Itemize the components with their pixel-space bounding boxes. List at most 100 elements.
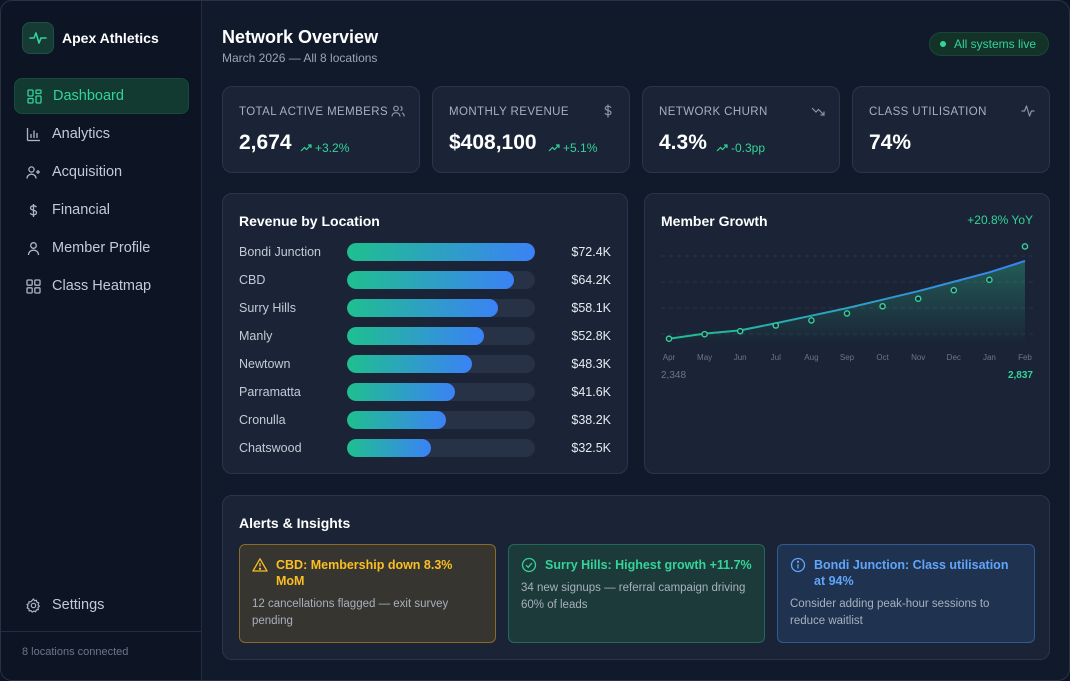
growth-point[interactable]: [772, 322, 780, 329]
sidebar-nav: Dashboard Analytics Acquisition Financia…: [14, 78, 189, 306]
revenue-bar-track: [347, 243, 535, 261]
x-tick-label: Dec: [947, 353, 961, 362]
alert-card-warning[interactable]: CBD: Membership down 8.3% MoM 12 cancell…: [239, 544, 496, 643]
revenue-row[interactable]: Chatswood $32.5K: [239, 438, 611, 458]
locations-connected-text: 8 locations connected: [22, 646, 129, 658]
user-plus-icon: [25, 164, 41, 180]
x-tick-label: Aug: [804, 353, 818, 362]
main-content: Network Overview March 2026 — All 8 loca…: [202, 1, 1069, 680]
member-growth-chart: Apr May Jun Jul Aug Sep Oct Nov Dec Jan Feb: [661, 243, 1035, 362]
sidebar-item-label: Dashboard: [53, 88, 124, 104]
alert-card-info[interactable]: Bondi Junction: Class utilisation at 94%…: [777, 544, 1035, 643]
x-tick-label: May: [697, 353, 712, 362]
revenue-bar-track: [347, 355, 535, 373]
panel-title: Member Growth: [661, 213, 768, 229]
bar-chart-icon: [25, 126, 41, 142]
growth-point[interactable]: [879, 302, 886, 310]
sidebar-item-financial[interactable]: Financial: [14, 192, 189, 228]
brand[interactable]: Apex Athletics: [22, 22, 159, 54]
revenue-value: $32.5K: [571, 441, 611, 455]
revenue-bar-track: [347, 271, 535, 289]
growth-point[interactable]: [1021, 243, 1029, 250]
sidebar-item-analytics[interactable]: Analytics: [14, 116, 189, 152]
chart-min-label: 2,348: [661, 370, 687, 381]
trend-up-icon: [548, 144, 560, 152]
stat-value: 4.3%: [659, 131, 707, 154]
stat-label: TOTAL ACTIVE MEMBERS: [239, 106, 389, 118]
x-tick-label: Apr: [663, 353, 676, 362]
sidebar-item-label: Analytics: [52, 126, 111, 142]
revenue-row[interactable]: CBD $64.2K: [239, 270, 611, 290]
growth-point[interactable]: [736, 327, 744, 335]
stat-delta-text: +5.1%: [563, 141, 598, 155]
revenue-value: $64.2K: [571, 273, 611, 287]
revenue-row[interactable]: Parramatta $41.6K: [239, 382, 611, 402]
stat-delta: +3.2%: [300, 141, 349, 155]
trend-down-icon: [811, 107, 825, 116]
growth-point[interactable]: [665, 335, 673, 343]
revenue-value: $72.4K: [571, 245, 611, 259]
revenue-bar: [347, 383, 456, 401]
location-name: Chatswood: [239, 441, 302, 455]
trend-up-icon: [716, 144, 728, 152]
stat-value: 74%: [869, 131, 912, 154]
trend-up-icon: [300, 144, 312, 152]
stat-card-utilisation[interactable]: CLASS UTILISATION 74%: [852, 86, 1050, 173]
revenue-bar: [347, 327, 485, 345]
growth-point[interactable]: [950, 286, 958, 294]
brand-name: Apex Athletics: [62, 30, 159, 46]
revenue-row[interactable]: Surry Hills $58.1K: [239, 298, 611, 318]
stat-card-revenue[interactable]: MONTHLY REVENUE $408,100 +5.1%: [432, 86, 630, 173]
sidebar-item-settings[interactable]: Settings: [14, 587, 189, 623]
revenue-bar-track: [347, 411, 535, 429]
stat-card-churn[interactable]: NETWORK CHURN 4.3% -0.3pp: [642, 86, 840, 173]
growth-point[interactable]: [808, 317, 815, 324]
location-name: CBD: [239, 273, 266, 287]
user-icon: [25, 240, 41, 256]
sidebar-item-member-profile[interactable]: Member Profile: [14, 230, 189, 266]
stat-card-members[interactable]: TOTAL ACTIVE MEMBERS 2,674 +3.2%: [222, 86, 420, 173]
x-tick-label: Nov: [911, 353, 925, 362]
growth-point[interactable]: [986, 276, 993, 284]
growth-point[interactable]: [914, 295, 922, 303]
location-name: Bondi Junction: [239, 245, 322, 259]
stat-label: CLASS UTILISATION: [869, 106, 987, 118]
sidebar-item-dashboard[interactable]: Dashboard: [14, 78, 189, 114]
revenue-row[interactable]: Manly $52.8K: [239, 326, 611, 346]
revenue-bar: [347, 411, 447, 429]
x-tick-label: Jun: [734, 353, 747, 362]
revenue-bar: [347, 355, 473, 373]
location-name: Cronulla: [239, 413, 286, 427]
sidebar-item-acquisition[interactable]: Acquisition: [14, 154, 189, 190]
sidebar-item-label: Acquisition: [52, 164, 123, 180]
revenue-value: $41.6K: [571, 385, 611, 399]
location-name: Surry Hills: [239, 301, 296, 315]
alert-card-success[interactable]: Surry Hills: Highest growth +11.7% 34 ne…: [508, 544, 765, 643]
sidebar-item-label: Financial: [52, 202, 111, 218]
sidebar: Apex Athletics Dashboard Analytics Acqui…: [1, 1, 202, 680]
location-name: Manly: [239, 329, 273, 343]
page-subtitle: March 2026 — All 8 locations: [222, 51, 378, 65]
revenue-row[interactable]: Cronulla $38.2K: [239, 410, 611, 430]
status-badge: All systems live: [929, 32, 1050, 56]
dollar-icon: [25, 202, 41, 218]
panel-title: Revenue by Location: [239, 213, 380, 229]
revenue-value: $52.8K: [571, 329, 611, 343]
revenue-row[interactable]: Bondi Junction $72.4K: [239, 242, 611, 262]
growth-area: [669, 260, 1025, 344]
revenue-value: $48.3K: [571, 357, 611, 371]
sidebar-item-label: Class Heatmap: [52, 278, 152, 294]
revenue-value: $58.1K: [571, 301, 611, 315]
stat-delta-text: -0.3pp: [731, 141, 766, 155]
growth-point[interactable]: [701, 330, 708, 338]
grid-icon: [25, 278, 41, 294]
info-icon: [790, 557, 806, 573]
revenue-bar-track: [347, 299, 535, 317]
revenue-row[interactable]: Newtown $48.3K: [239, 354, 611, 374]
check-circle-icon: [521, 557, 537, 573]
sidebar-item-class-heatmap[interactable]: Class Heatmap: [14, 268, 189, 304]
stat-delta-text: +3.2%: [315, 141, 350, 155]
users-icon: [391, 105, 405, 117]
growth-point[interactable]: [843, 310, 851, 317]
